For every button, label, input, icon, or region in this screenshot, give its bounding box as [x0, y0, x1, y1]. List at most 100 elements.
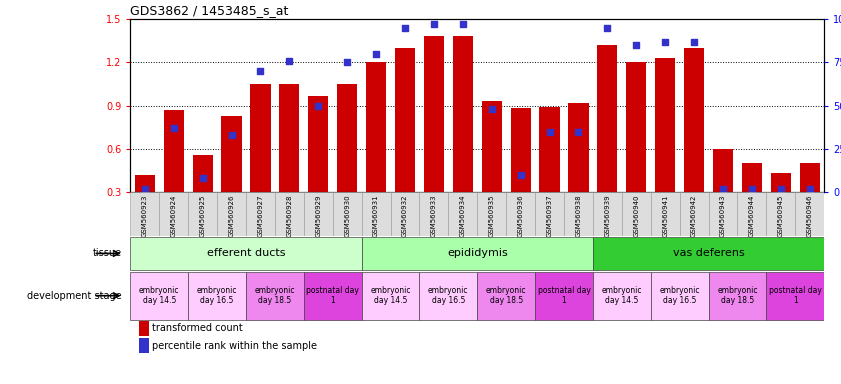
Text: embryonic
day 18.5: embryonic day 18.5	[255, 286, 295, 305]
Text: GSM560941: GSM560941	[662, 194, 669, 237]
Text: embryonic
day 16.5: embryonic day 16.5	[197, 286, 237, 305]
Point	[745, 185, 759, 192]
Bar	[188, 192, 217, 236]
Bar	[627, 63, 647, 192]
Text: GSM560934: GSM560934	[460, 194, 466, 237]
Point	[138, 185, 151, 192]
Point	[485, 106, 499, 112]
Bar	[569, 103, 589, 192]
Bar	[193, 155, 213, 192]
Bar	[362, 192, 390, 236]
Bar	[597, 45, 617, 192]
Text: embryonic
day 16.5: embryonic day 16.5	[659, 286, 700, 305]
Point	[774, 185, 787, 192]
Text: GSM560945: GSM560945	[778, 194, 784, 237]
Text: embryonic
day 14.5: embryonic day 14.5	[601, 286, 642, 305]
Text: postnatal day
1: postnatal day 1	[537, 286, 590, 305]
Bar	[159, 192, 188, 236]
Bar	[130, 192, 159, 236]
Bar	[246, 192, 275, 236]
Bar	[593, 192, 621, 236]
Text: vas deferens: vas deferens	[673, 248, 744, 258]
Text: GSM560940: GSM560940	[633, 194, 639, 237]
Bar	[713, 149, 733, 192]
Bar	[217, 192, 246, 236]
Bar	[477, 272, 535, 319]
Point	[803, 185, 817, 192]
Bar	[308, 96, 328, 192]
Text: GSM560931: GSM560931	[373, 194, 379, 237]
Point	[341, 60, 354, 66]
Bar	[684, 48, 704, 192]
Point	[254, 68, 267, 74]
Bar	[221, 116, 241, 192]
Point	[196, 175, 209, 181]
Text: GSM560929: GSM560929	[315, 194, 321, 237]
Point	[225, 132, 238, 138]
Bar	[680, 192, 708, 236]
Text: GSM560927: GSM560927	[257, 194, 263, 237]
Bar	[246, 272, 304, 319]
Bar	[337, 84, 357, 192]
Bar	[708, 272, 766, 319]
Text: percentile rank within the sample: percentile rank within the sample	[152, 341, 317, 351]
Text: GSM560943: GSM560943	[720, 194, 726, 237]
Point	[514, 172, 527, 178]
Bar	[535, 272, 593, 319]
Text: epididymis: epididymis	[447, 248, 508, 258]
Bar	[251, 84, 271, 192]
Bar	[275, 192, 304, 236]
Bar	[621, 192, 651, 236]
Text: embryonic
day 16.5: embryonic day 16.5	[428, 286, 468, 305]
Point	[311, 103, 325, 109]
Bar	[395, 48, 415, 192]
Bar	[738, 192, 766, 236]
Text: GSM560926: GSM560926	[229, 194, 235, 237]
Point	[399, 25, 412, 31]
Point	[600, 25, 614, 31]
Text: GSM560935: GSM560935	[489, 194, 495, 237]
Text: development stage: development stage	[27, 291, 122, 301]
Bar	[130, 272, 188, 319]
Text: embryonic
day 14.5: embryonic day 14.5	[370, 286, 410, 305]
Bar	[452, 36, 473, 192]
Text: embryonic
day 18.5: embryonic day 18.5	[486, 286, 526, 305]
Point	[630, 42, 643, 48]
Text: transformed count: transformed count	[152, 323, 243, 333]
Bar	[651, 192, 680, 236]
Point	[542, 128, 556, 135]
Point	[687, 39, 701, 45]
Point	[456, 22, 469, 28]
Bar	[651, 272, 708, 319]
Text: postnatal day
1: postnatal day 1	[769, 286, 822, 305]
Text: GSM560938: GSM560938	[575, 194, 581, 237]
Bar	[304, 192, 333, 236]
Text: GSM560937: GSM560937	[547, 194, 553, 237]
Bar	[164, 110, 184, 192]
Bar	[333, 192, 362, 236]
Text: GSM560939: GSM560939	[605, 194, 611, 237]
Bar	[800, 163, 820, 192]
Text: GSM560944: GSM560944	[748, 194, 755, 237]
Text: postnatal day
1: postnatal day 1	[306, 286, 359, 305]
Bar	[130, 237, 362, 270]
Bar	[448, 192, 477, 236]
Text: GSM560930: GSM560930	[344, 194, 350, 237]
Text: GSM560928: GSM560928	[286, 194, 293, 237]
Bar	[708, 192, 738, 236]
Bar	[279, 84, 299, 192]
Text: GSM560936: GSM560936	[517, 194, 524, 237]
Text: GSM560925: GSM560925	[199, 194, 206, 237]
Text: GDS3862 / 1453485_s_at: GDS3862 / 1453485_s_at	[130, 3, 288, 17]
Bar	[362, 237, 593, 270]
Bar	[304, 272, 362, 319]
Bar	[564, 192, 593, 236]
Bar	[535, 192, 564, 236]
Text: GSM560924: GSM560924	[171, 194, 177, 237]
Bar	[510, 109, 531, 192]
Text: GSM560946: GSM560946	[807, 194, 812, 237]
Bar	[593, 237, 824, 270]
Text: GSM560942: GSM560942	[691, 194, 697, 237]
Bar	[366, 63, 386, 192]
Text: GSM560932: GSM560932	[402, 194, 408, 237]
